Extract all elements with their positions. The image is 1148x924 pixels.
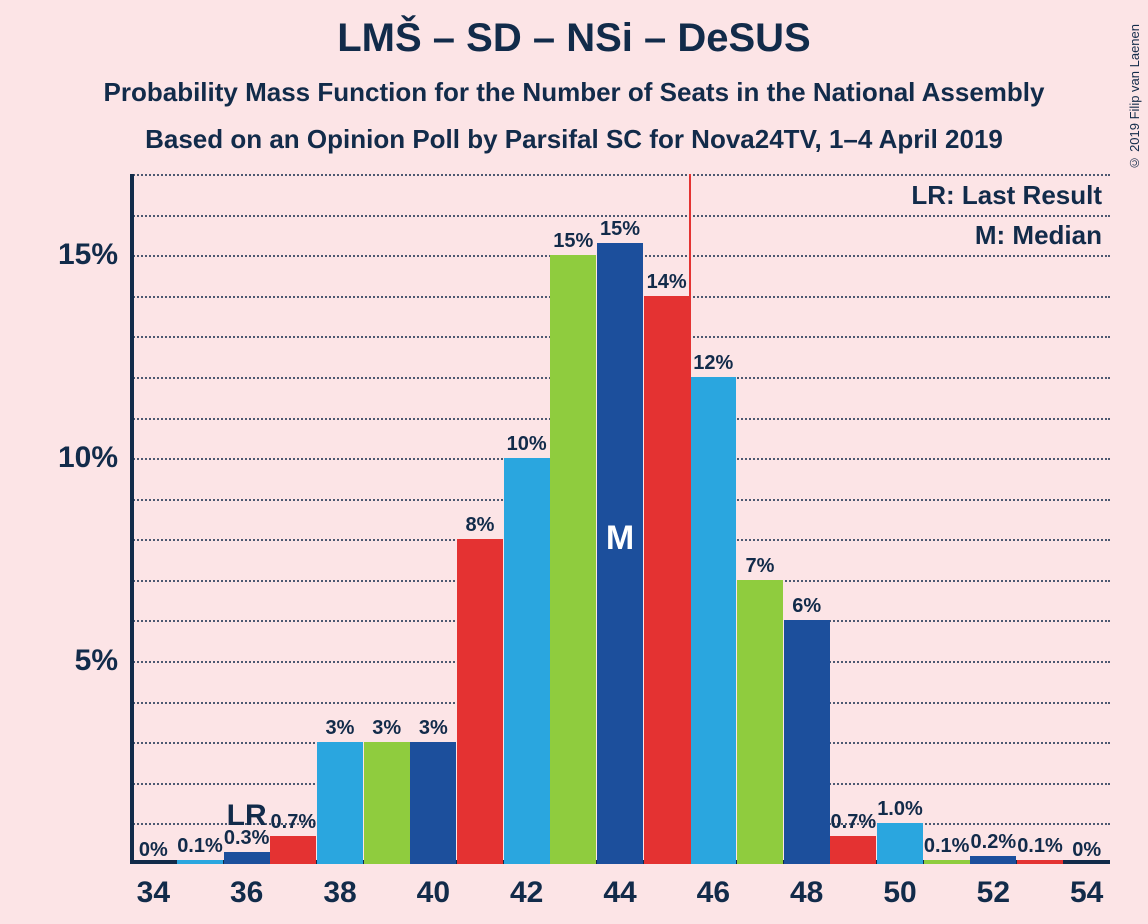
bar-value-label: 0.1% [177,835,223,860]
bar: 0.1% [1017,860,1063,864]
bar-value-label: 15% [600,218,640,243]
x-tick-label: 40 [417,864,450,910]
bar: 12% [690,377,736,864]
bar: 3% [364,742,410,864]
x-tick-label: 46 [697,864,730,910]
bar-value-label: 15% [553,230,593,255]
median-line [689,174,691,864]
bar: 8% [457,539,503,864]
median-marker: M [597,519,644,558]
bar-value-label: 3% [372,717,401,742]
bar: 14% [644,296,690,864]
x-tick-label: 42 [510,864,543,910]
bar-value-label: 7% [746,555,775,580]
x-tick-label: 38 [323,864,356,910]
y-tick-label: 10% [58,441,130,475]
bar-value-label: 8% [466,514,495,539]
bar-value-label: 1.0% [877,798,923,823]
bar-value-label: 14% [647,271,687,296]
plot-area: 5%10%15%34363840424446485052540%0.1%0.3%… [130,174,1110,864]
bar: 15% [550,255,596,864]
bar: 0.1% [177,860,223,864]
x-tick-label: 48 [790,864,823,910]
chart-subtitle-1: Probability Mass Function for the Number… [0,77,1148,108]
bar: 10% [504,458,550,864]
y-tick-label: 5% [75,644,130,678]
chart-title: LMŠ – SD – NSi – DeSUS [0,16,1148,61]
x-tick-label: 52 [977,864,1010,910]
bar-value-label: 0% [1072,839,1101,864]
bar: 0.1% [924,860,970,864]
bar-value-label: 0.2% [971,831,1017,856]
bar-value-label: 12% [693,352,733,377]
legend-median: M: Median [975,220,1102,251]
gridline [130,174,1110,176]
bar-value-label: 0.1% [924,835,970,860]
bar-value-label: 0.7% [831,811,877,836]
y-axis [130,174,134,864]
legend-last-result: LR: Last Result [911,180,1102,211]
bar: 0.2% [970,856,1016,864]
gridline [130,215,1110,217]
bar-value-label: 0.7% [271,811,317,836]
bar-value-label: 0% [139,839,168,864]
chart-subtitle-2: Based on an Opinion Poll by Parsifal SC … [0,124,1148,155]
bar-value-label: 3% [326,717,355,742]
bar: 3% [317,742,363,864]
bar-value-label: 3% [419,717,448,742]
bar: 0.3% [224,852,270,864]
x-tick-label: 44 [603,864,636,910]
bar: 0.7% [830,836,876,864]
bar-value-label: 0.1% [1017,835,1063,860]
last-result-marker: LR [227,799,267,833]
bar-value-label: 6% [792,595,821,620]
x-tick-label: 54 [1070,864,1103,910]
bar: 3% [410,742,456,864]
x-tick-label: 36 [230,864,263,910]
copyright-text: © 2019 Filip van Laenen [1127,24,1142,171]
bar: 6% [784,620,830,864]
bar-value-label: 10% [507,433,547,458]
bar: 7% [737,580,783,864]
bar: 0.7% [270,836,316,864]
y-tick-label: 15% [58,238,130,272]
chart-area: 5%10%15%34363840424446485052540%0.1%0.3%… [130,174,1110,864]
x-tick-label: 34 [137,864,170,910]
bar: 1.0% [877,823,923,864]
x-tick-label: 50 [883,864,916,910]
